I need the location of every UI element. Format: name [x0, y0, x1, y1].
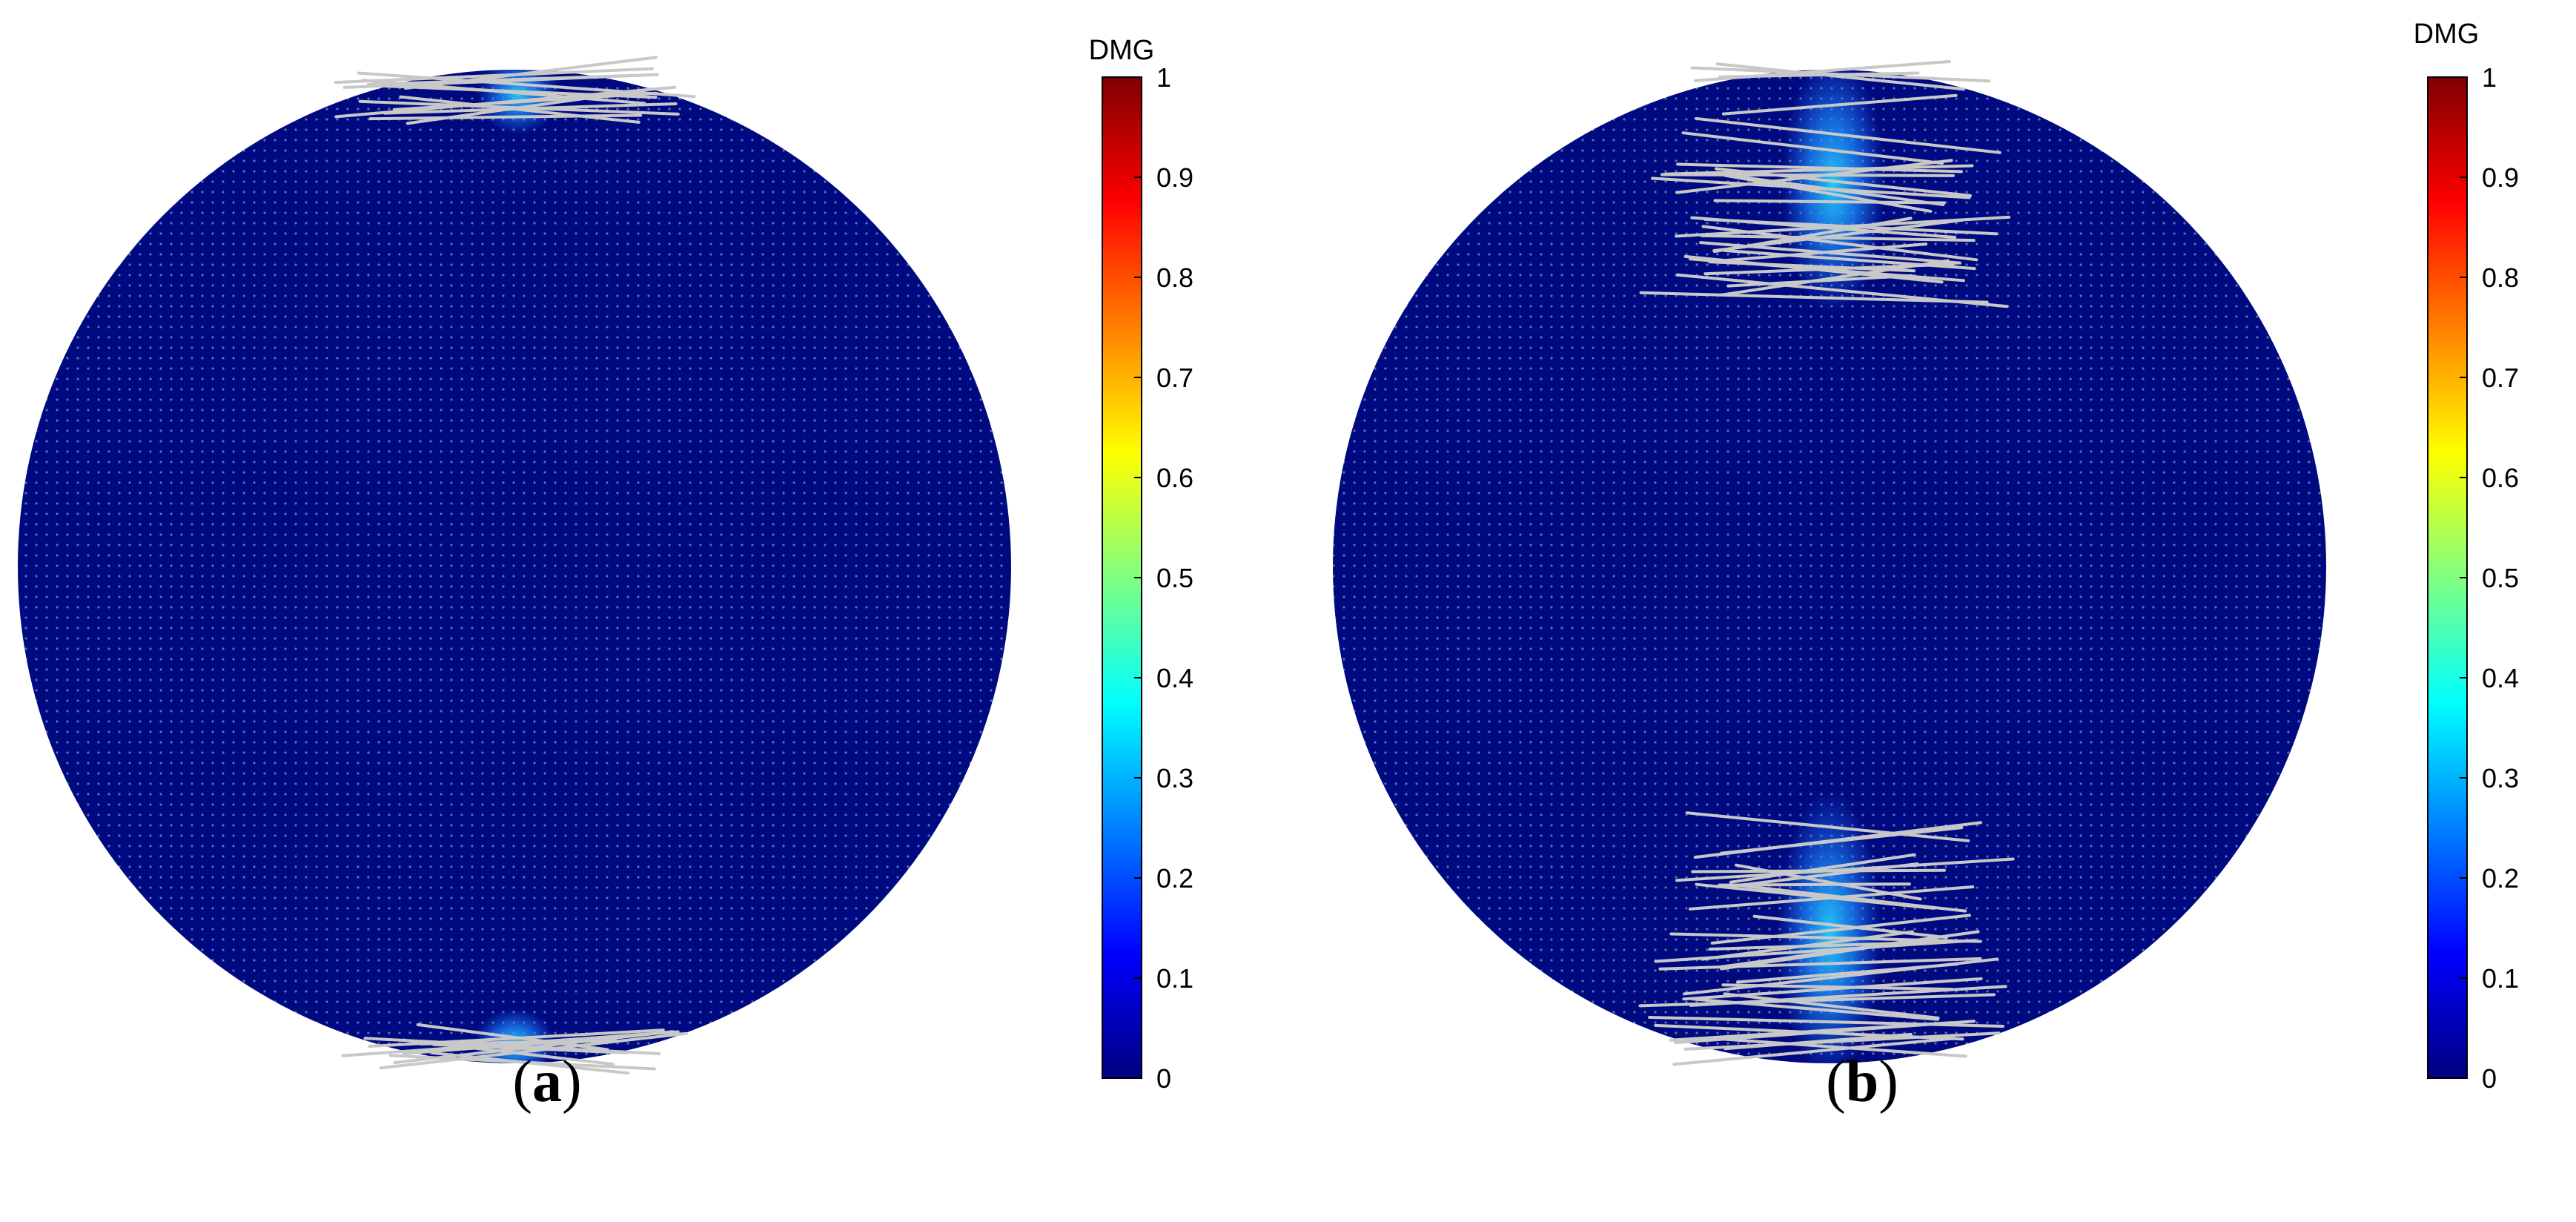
colorbar-tick-label: 0.3 — [1156, 763, 1193, 793]
colorbar-tick-label: 0.5 — [2482, 563, 2519, 593]
crack-line — [1654, 939, 1976, 963]
crack-line — [367, 73, 638, 86]
crack-line — [1669, 932, 1982, 943]
colorbar-tick-label: 0.2 — [1156, 863, 1193, 894]
crack-line — [1658, 957, 1982, 971]
crack-line — [1694, 116, 2001, 154]
colorbar-tick-label: 1 — [1156, 62, 1171, 93]
crack-line — [1718, 71, 1920, 79]
crack-line — [357, 71, 696, 99]
crack-line — [358, 99, 680, 116]
crack-line — [1681, 131, 1944, 165]
colorbar-tick-label: 0 — [2482, 1063, 2497, 1094]
crack-line — [1726, 274, 1913, 288]
crack-line — [1638, 993, 1996, 1008]
crack-lines-a — [334, 56, 696, 1075]
crack-line — [1699, 241, 1961, 265]
crack-line — [1710, 914, 1971, 945]
crack-line — [1650, 176, 1971, 199]
colorbar-tick-label: 1 — [2482, 62, 2497, 93]
colorbar-title: DMG — [1089, 35, 1155, 66]
crack-line — [1723, 174, 1933, 213]
colorbar-b: DMG 0 0.1 0.2 0.3 0.4 0.5 0.6 0.7 0.8 0.9 1 — [2414, 19, 2519, 1094]
colorbar-tick-label: 0.4 — [1156, 663, 1193, 693]
crack-line — [1683, 957, 1999, 996]
crack-line — [392, 91, 658, 111]
panel-caption-b: (b) — [1826, 1049, 1898, 1114]
colorbar-ticks: 0 0.1 0.2 0.3 0.4 0.5 0.6 0.7 0.8 0.9 1 — [2460, 62, 2519, 1094]
crack-lines-b — [1638, 59, 2015, 1066]
colorbar-tick-label: 0.9 — [2482, 162, 2519, 193]
crack-line — [1718, 930, 1980, 969]
colorbar-tick-label: 0.9 — [1156, 162, 1193, 193]
crack-line — [1676, 162, 1963, 174]
crack-line — [1720, 826, 1964, 855]
crack-line — [1689, 257, 1965, 283]
crack-line — [1715, 62, 1966, 91]
colorbar-tick-label: 0.1 — [2482, 963, 2519, 994]
colorbar-tick-label: 0.8 — [2482, 262, 2519, 293]
colorbar-title: DMG — [2414, 19, 2480, 50]
colorbar-tick-label: 0.5 — [1156, 563, 1193, 593]
panel-b: DMG 0 0.1 0.2 0.3 0.4 0.5 0.6 0.7 0.8 0.9 1 — [1333, 19, 2519, 1094]
crack-line — [1688, 885, 1975, 911]
crack-line — [379, 1031, 688, 1070]
crack-line — [1639, 291, 1989, 304]
crack-line — [431, 1051, 629, 1075]
crack-line — [1721, 93, 1958, 116]
crack-line — [1720, 259, 1950, 297]
crack-line — [1672, 1037, 1956, 1066]
crack-line — [1660, 173, 1955, 177]
crack-line — [393, 1030, 675, 1064]
crack-line — [1701, 225, 1979, 262]
crack-line — [1723, 992, 1940, 1020]
crack-line — [1700, 234, 1976, 242]
crack-line — [363, 1037, 661, 1055]
colorbar-tick-label: 0.7 — [1156, 363, 1193, 393]
crack-line — [1714, 167, 1972, 197]
crack-line — [1663, 164, 1974, 176]
colorbar-a: DMG 0 0.1 0.2 0.3 0.4 0.5 0.6 0.7 0.8 0.9 1 — [1089, 35, 1193, 1094]
colorbar-tick-label: 0.6 — [2482, 463, 2519, 493]
crack-line — [1729, 853, 1916, 884]
crack-line — [368, 113, 643, 121]
panel-caption-a: (a) — [512, 1049, 582, 1114]
crack-line — [1735, 863, 1922, 901]
colorbar-tick-label: 0.8 — [1156, 262, 1193, 293]
specimen-disc-b — [1333, 70, 2326, 1063]
colorbar-tick-label: 0.1 — [1156, 963, 1193, 994]
crack-line — [1713, 199, 1946, 205]
crack-line — [1654, 1023, 1964, 1041]
specimen-disc-a — [18, 70, 1011, 1063]
colorbar-tick-label: 0.4 — [2482, 663, 2519, 693]
colorbar-ticks: 0 0.1 0.2 0.3 0.4 0.5 0.6 0.7 0.8 0.9 1 — [1134, 62, 1193, 1094]
crack-line — [1675, 159, 1953, 194]
colorbar-tick-label: 0.7 — [2482, 363, 2519, 393]
crack-line — [1690, 216, 1957, 239]
colorbar-tick-label: 0.2 — [2482, 863, 2519, 894]
colorbar-tick-label: 0.6 — [1156, 463, 1193, 493]
crack-line — [1675, 857, 2015, 882]
colorbar-tick-label: 0 — [1156, 1063, 1171, 1094]
crack-line — [334, 67, 655, 85]
panel-a: DMG 0 0.1 0.2 0.3 0.4 0.5 0.6 0.7 0.8 0.9 1 — [18, 35, 1193, 1094]
colorbar-tick-label: 0.3 — [2482, 763, 2519, 793]
crack-line — [368, 1028, 665, 1048]
crack-line — [1735, 883, 1967, 913]
crack-line — [1685, 811, 1970, 842]
